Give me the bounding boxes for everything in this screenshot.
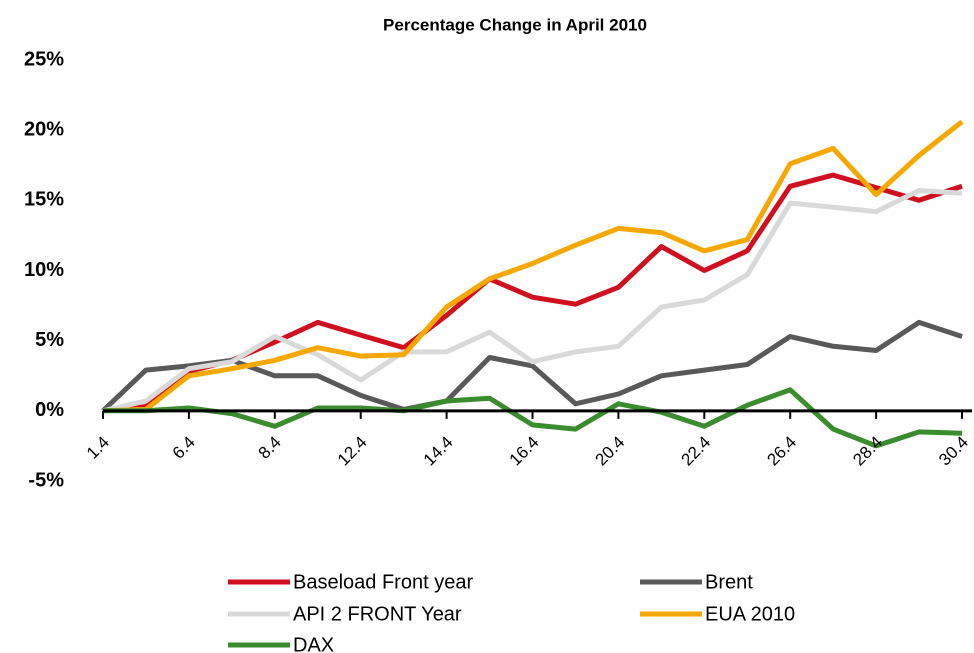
series-line xyxy=(103,387,963,449)
x-tick-label: 30.4 xyxy=(935,433,972,470)
x-tick-label: 22.4 xyxy=(677,433,714,470)
series-line xyxy=(102,188,963,414)
legend-label: API 2 FRONT Year xyxy=(293,603,462,625)
x-tick-label: 6.4 xyxy=(169,433,199,463)
y-tick-label: -5% xyxy=(28,469,64,491)
y-tick-label: 20% xyxy=(24,118,64,140)
chart-title: Percentage Change in April 2010 xyxy=(383,15,647,34)
y-tick-label: 15% xyxy=(24,189,64,211)
legend-label: Baseload Front year xyxy=(293,571,473,593)
legend-label: DAX xyxy=(293,634,334,653)
y-tick-label: 5% xyxy=(35,329,64,351)
x-tick-label: 20.4 xyxy=(592,433,629,470)
y-tick-label: 0% xyxy=(35,399,64,421)
legend-label: Brent xyxy=(705,571,753,593)
x-tick-label: 14.4 xyxy=(420,433,457,470)
x-tick-label: 12.4 xyxy=(334,433,371,470)
x-tick-label: 16.4 xyxy=(506,433,543,470)
series-line xyxy=(102,119,964,414)
y-tick-label: 10% xyxy=(24,259,64,281)
series-line xyxy=(102,172,963,414)
x-tick-label: 26.4 xyxy=(763,433,800,470)
x-tick-label: 1.4 xyxy=(83,433,113,463)
y-tick-label: 25% xyxy=(24,48,64,70)
legend-label: EUA 2010 xyxy=(705,603,795,625)
x-tick-label: 8.4 xyxy=(255,433,285,463)
